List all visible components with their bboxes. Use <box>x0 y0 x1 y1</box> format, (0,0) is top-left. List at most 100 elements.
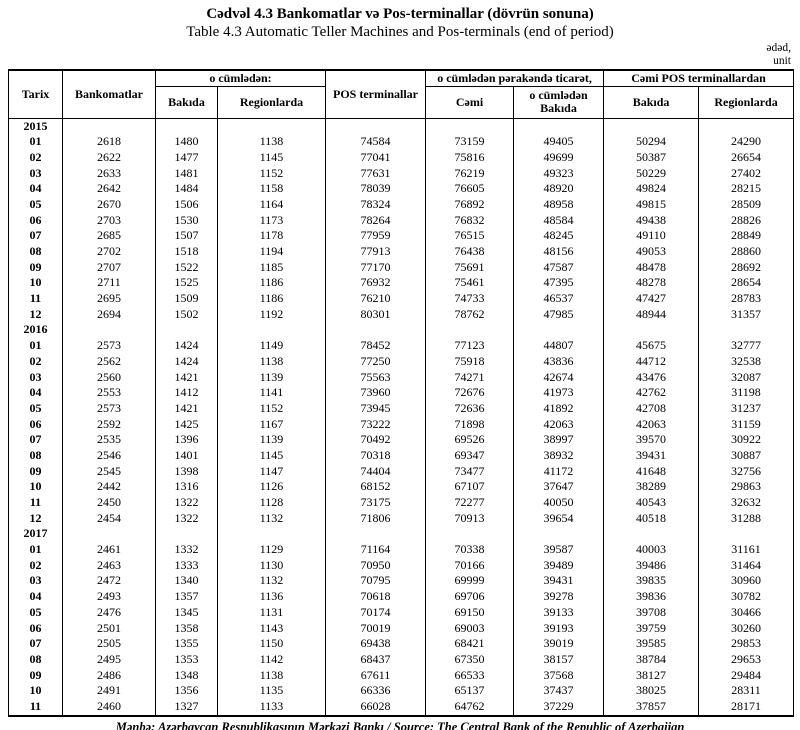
data-row: 01 2461 1332 1129 71164 70338 39587 40003 31161 <box>8 542 795 558</box>
value-cell: 1332 <box>155 542 218 558</box>
empty-cell <box>513 526 605 543</box>
value-cell: 30782 <box>698 589 795 605</box>
value-cell: 2618 <box>62 134 156 150</box>
value-cell: 48156 <box>513 244 605 260</box>
value-cell: 71164 <box>325 542 427 558</box>
data-row: 10 2442 1316 1126 68152 67107 37647 38289 29863 <box>8 479 795 495</box>
value-cell: 28509 <box>698 196 795 213</box>
value-cell: 32087 <box>698 369 795 386</box>
empty-cell <box>603 118 700 135</box>
month-cell: 05 <box>8 400 63 417</box>
data-row: 03 2560 1421 1139 75563 74271 42674 43476 32087 <box>8 369 795 386</box>
value-cell: 65137 <box>425 683 515 699</box>
value-cell: 76219 <box>425 165 515 182</box>
month-cell: 06 <box>8 416 63 433</box>
value-cell: 48278 <box>603 275 700 292</box>
value-cell: 66028 <box>325 698 427 716</box>
value-cell: 2592 <box>62 416 156 433</box>
value-cell: 1129 <box>216 542 327 558</box>
value-cell: 39431 <box>513 573 605 590</box>
year-cell: 2016 <box>8 322 63 339</box>
value-cell: 32538 <box>698 353 795 370</box>
value-cell: 2493 <box>62 589 156 605</box>
month-cell: 11 <box>8 698 63 716</box>
month-cell: 07 <box>8 636 63 652</box>
value-cell: 2702 <box>62 244 156 260</box>
month-cell: 07 <box>8 228 63 244</box>
value-cell: 73159 <box>425 134 515 150</box>
value-cell: 40050 <box>513 495 605 511</box>
value-cell: 64762 <box>425 698 515 716</box>
value-cell: 1356 <box>155 683 218 699</box>
value-cell: 39836 <box>603 589 700 605</box>
data-row: 09 2545 1398 1147 74404 73477 41172 41648 32756 <box>8 463 795 480</box>
value-cell: 1530 <box>155 212 218 229</box>
data-row: 03 2472 1340 1132 70795 69999 39431 39835 30960 <box>8 573 795 590</box>
value-cell: 47985 <box>513 306 605 323</box>
value-cell: 1424 <box>155 353 218 370</box>
value-cell: 2546 <box>62 447 156 464</box>
value-cell: 39431 <box>603 447 700 464</box>
value-cell: 69150 <box>425 604 515 621</box>
group-header-o-cumleden: o cümlədən: <box>154 70 327 87</box>
value-cell: 1502 <box>155 306 218 323</box>
month-cell: 11 <box>8 495 63 511</box>
value-cell: 77631 <box>325 165 427 182</box>
value-cell: 39759 <box>603 620 700 637</box>
value-cell: 1138 <box>216 667 327 684</box>
month-cell: 04 <box>8 385 63 401</box>
value-cell: 24290 <box>698 134 795 150</box>
value-cell: 1192 <box>216 306 327 323</box>
value-cell: 1141 <box>216 385 327 401</box>
value-cell: 1480 <box>155 134 218 150</box>
value-cell: 74404 <box>325 463 427 480</box>
value-cell: 40543 <box>603 495 700 511</box>
value-cell: 2670 <box>62 196 156 213</box>
value-cell: 39708 <box>603 604 700 621</box>
value-cell: 69706 <box>425 589 515 605</box>
data-row: 09 2486 1348 1138 67611 66533 37568 38127 29484 <box>8 667 795 684</box>
col-header-tarix: Tarix <box>8 70 63 118</box>
value-cell: 38997 <box>513 432 605 448</box>
value-cell: 2685 <box>62 228 156 244</box>
value-cell: 1357 <box>155 589 218 605</box>
data-row: 08 2702 1518 1194 77913 76438 48156 49053 28860 <box>8 244 795 260</box>
value-cell: 1322 <box>155 495 218 511</box>
value-cell: 1506 <box>155 196 218 213</box>
data-row: 09 2707 1522 1185 77170 75691 47587 48478 28692 <box>8 259 795 276</box>
value-cell: 1518 <box>155 244 218 260</box>
col-header-pos-terminallar: POS terminallar <box>325 70 427 118</box>
value-cell: 69003 <box>425 620 515 637</box>
empty-cell <box>62 118 156 135</box>
value-cell: 29853 <box>698 636 795 652</box>
value-cell: 49053 <box>603 244 700 260</box>
data-row: 10 2491 1356 1135 66336 65137 37437 38025 28311 <box>8 683 795 699</box>
value-cell: 1135 <box>216 683 327 699</box>
value-cell: 2476 <box>62 604 156 621</box>
month-cell: 09 <box>8 259 63 276</box>
month-cell: 09 <box>8 667 63 684</box>
value-cell: 2505 <box>62 636 156 652</box>
data-row: 04 2553 1412 1141 73960 72676 41973 42762 31198 <box>8 385 795 401</box>
month-cell: 06 <box>8 212 63 229</box>
value-cell: 1481 <box>155 165 218 182</box>
value-cell: 40518 <box>603 510 700 527</box>
value-cell: 1358 <box>155 620 218 637</box>
value-cell: 29484 <box>698 667 795 684</box>
value-cell: 1158 <box>216 181 327 197</box>
value-cell: 1131 <box>216 604 327 621</box>
value-cell: 48920 <box>513 181 605 197</box>
value-cell: 43476 <box>603 369 700 386</box>
value-cell: 39587 <box>513 542 605 558</box>
value-cell: 1147 <box>216 463 327 480</box>
value-cell: 41892 <box>513 400 605 417</box>
value-cell: 49438 <box>603 212 700 229</box>
data-row: 01 2573 1424 1149 78452 77123 44807 45675 32777 <box>8 338 795 354</box>
month-cell: 10 <box>8 683 63 699</box>
value-cell: 39193 <box>513 620 605 637</box>
value-cell: 1143 <box>216 620 327 637</box>
value-cell: 32756 <box>698 463 795 480</box>
value-cell: 70174 <box>325 604 427 621</box>
data-row: 11 2450 1322 1128 73175 72277 40050 40543 32632 <box>8 495 795 511</box>
value-cell: 44807 <box>513 338 605 354</box>
